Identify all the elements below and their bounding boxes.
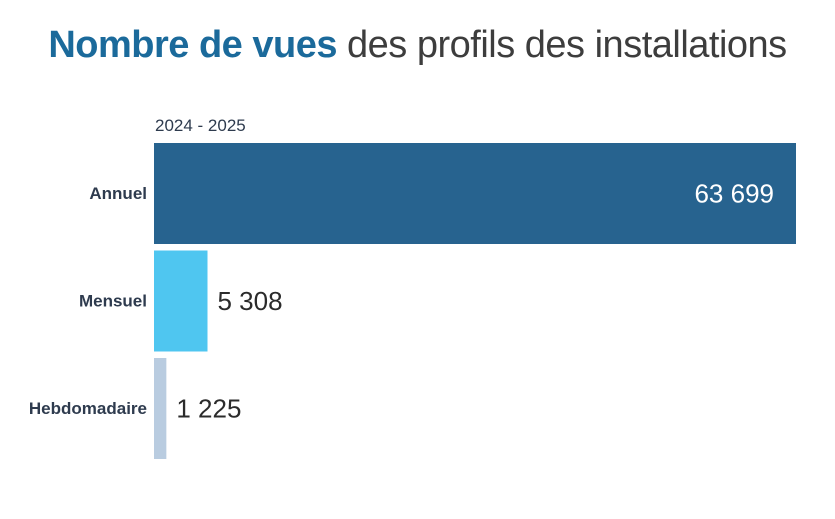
chart-subtitle: 2024 - 2025	[155, 116, 246, 135]
bar-annuel	[154, 143, 796, 244]
bar-hebdomadaire	[154, 358, 167, 459]
chart-title: Nombre de vues des profils des installat…	[0, 24, 835, 67]
category-label-mensuel: Mensuel	[79, 292, 147, 311]
category-label-hebdomadaire: Hebdomadaire	[29, 399, 147, 418]
chart-title-rest: des profils des installations	[336, 24, 787, 66]
chart-title-bold: Nombre de vues	[48, 24, 337, 66]
value-label-mensuel: 5 308	[217, 286, 282, 316]
bar-mensuel	[154, 250, 208, 352]
value-label-hebdomadaire: 1 225	[176, 394, 241, 424]
value-label-annuel: 63 699	[694, 179, 774, 209]
category-label-annuel: Annuel	[89, 184, 147, 203]
